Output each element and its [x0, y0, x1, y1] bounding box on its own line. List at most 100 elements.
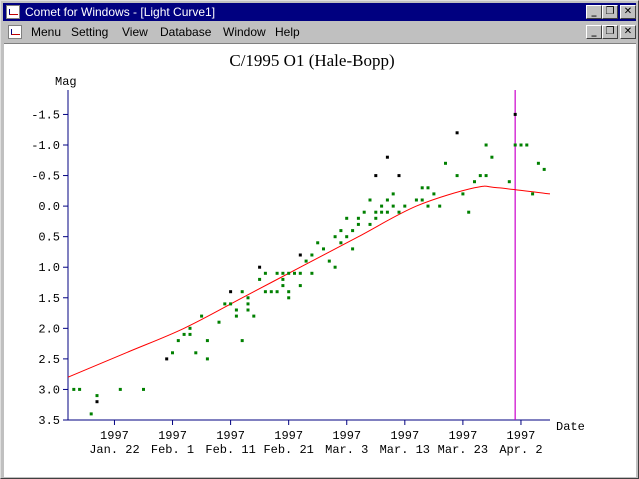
- minimize-icon[interactable]: _: [586, 5, 602, 19]
- data-point-black: [258, 265, 262, 269]
- data-point-black: [513, 112, 517, 116]
- x-tick-year-label: 1997: [216, 429, 245, 443]
- x-tick-date-label: Mar. 13: [380, 443, 430, 457]
- light-curve-chart: C/1995 O1 (Hale-Bopp) Mag Date -1.5-1.0-…: [31, 51, 585, 457]
- data-point-green: [298, 271, 302, 275]
- data-point-green: [217, 320, 221, 324]
- restore-icon[interactable]: ❐: [602, 5, 618, 19]
- data-point-black: [374, 174, 378, 178]
- data-point-green: [246, 302, 250, 306]
- close-icon[interactable]: ✕: [620, 5, 636, 19]
- data-point-green: [258, 277, 262, 281]
- data-point-green: [194, 351, 198, 355]
- data-point-green: [374, 210, 378, 214]
- menu-setting[interactable]: Setting: [71, 25, 109, 39]
- menu-window[interactable]: Window: [223, 25, 266, 39]
- data-point-green: [368, 222, 372, 226]
- doc-close-icon[interactable]: ✕: [620, 25, 636, 39]
- data-point-green: [182, 332, 186, 336]
- data-point-green: [484, 174, 488, 178]
- data-point-green: [275, 290, 279, 294]
- menu-help[interactable]: Help: [275, 25, 300, 39]
- data-point-green: [234, 308, 238, 312]
- data-point-green: [420, 186, 424, 190]
- data-point-green: [246, 296, 250, 300]
- title-bar[interactable]: Comet for Windows - [Light Curve1] _ ❐ ✕: [3, 3, 636, 21]
- x-tick-date-label: Feb. 1: [151, 443, 194, 457]
- x-tick-date-label: Mar. 23: [438, 443, 488, 457]
- x-tick-year-label: 1997: [332, 429, 361, 443]
- y-tick-label: 0.5: [38, 231, 60, 245]
- app-chart-icon[interactable]: [6, 5, 20, 19]
- data-point-green: [287, 271, 291, 275]
- data-point-green: [490, 155, 494, 159]
- data-point-black: [95, 400, 99, 404]
- menu-database[interactable]: Database: [160, 25, 212, 39]
- data-point-green: [368, 198, 372, 202]
- data-point-green: [391, 204, 395, 208]
- data-point-black: [229, 290, 233, 294]
- y-tick-label: 2.0: [38, 322, 60, 336]
- menu-menu[interactable]: Menu: [31, 25, 62, 39]
- chart-area: C/1995 O1 (Hale-Bopp) Mag Date -1.5 -1.0-…: [4, 43, 636, 477]
- data-point-green: [339, 229, 343, 233]
- data-point-green: [188, 326, 192, 330]
- data-point-green: [362, 210, 366, 214]
- data-point-green: [513, 143, 517, 147]
- document-icon[interactable]: [8, 25, 22, 39]
- data-point-green: [327, 259, 331, 263]
- x-tick-year-label: 1997: [158, 429, 187, 443]
- data-point-green: [536, 161, 540, 165]
- x-tick-year-label: 1997: [507, 429, 536, 443]
- data-point-green: [397, 210, 401, 214]
- fit-curve: [67, 185, 551, 378]
- data-point-green: [391, 192, 395, 196]
- data-point-green: [339, 241, 343, 245]
- fit-curve-group: [67, 185, 551, 378]
- doc-minimize-icon[interactable]: _: [586, 25, 602, 39]
- data-point-green: [223, 302, 227, 306]
- data-point-green: [455, 174, 459, 178]
- y-tick-label: 0.0: [38, 200, 60, 214]
- data-point-green: [246, 308, 250, 312]
- y-tick-label: 1.0: [38, 261, 60, 275]
- data-point-green: [310, 253, 314, 257]
- axes: -1.5 -1.0 -0.5 0.0 0.5 1.0 1.5 2.0 2.5 3.0 3.5 1997…: [31, 90, 550, 457]
- data-point-green: [240, 339, 244, 343]
- y-tick-label: -1.5: [31, 108, 60, 122]
- data-point-green: [531, 192, 535, 196]
- data-point-black: [165, 357, 169, 361]
- data-point-green: [171, 351, 174, 355]
- data-point-green: [118, 387, 122, 391]
- data-point-green: [298, 284, 302, 288]
- window-title: Comet for Windows - [Light Curve1]: [25, 5, 216, 19]
- x-tick-date-label: Feb. 11: [205, 443, 255, 457]
- data-point-green: [484, 143, 488, 147]
- data-point-green: [345, 216, 349, 220]
- data-point-black: [385, 155, 389, 159]
- data-point-green: [351, 247, 355, 251]
- data-point-green: [444, 161, 447, 165]
- data-point-green: [240, 290, 244, 294]
- data-point-green: [281, 284, 285, 288]
- data-point-green: [293, 271, 296, 275]
- data-points: [72, 112, 546, 416]
- data-point-green: [205, 357, 209, 361]
- doc-restore-icon[interactable]: ❐: [602, 25, 618, 39]
- data-point-green: [322, 247, 325, 251]
- x-tick-year-label: 1997: [100, 429, 129, 443]
- menu-view[interactable]: View: [122, 25, 148, 39]
- data-point-black: [455, 131, 459, 135]
- data-point-green: [473, 180, 476, 184]
- data-point-green: [374, 216, 378, 220]
- data-point-green: [333, 265, 337, 269]
- data-point-green: [351, 229, 355, 233]
- data-point-green: [72, 387, 76, 391]
- data-point-green: [333, 235, 337, 239]
- data-point-green: [385, 210, 389, 214]
- y-tick-label: 3.5: [38, 414, 60, 428]
- x-tick-date-label: Apr. 2: [499, 443, 542, 457]
- data-point-green: [287, 296, 291, 300]
- data-point-green: [519, 143, 523, 147]
